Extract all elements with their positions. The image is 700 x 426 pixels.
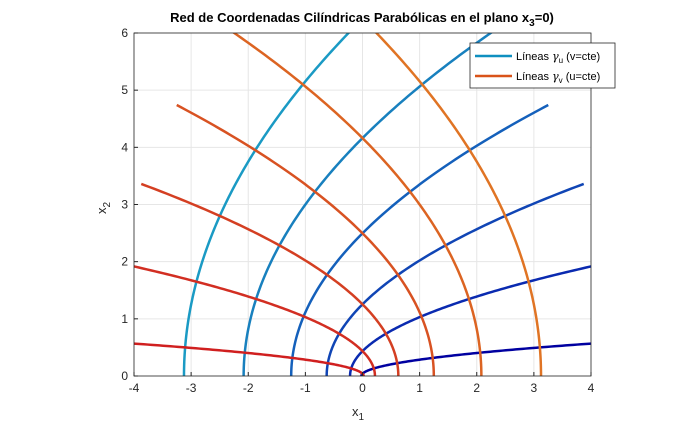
ticks: -4 -3 -2 -1 0 1 2 3 4 0 1 2 3 4 5 6 <box>121 26 594 395</box>
gamma-u-curve <box>360 342 591 376</box>
x-tick-label: 4 <box>588 381 595 395</box>
gamma-v-curve <box>374 33 543 376</box>
gamma-u-curve <box>242 33 493 376</box>
gamma-u-curve <box>348 265 591 376</box>
legend-label-u: Líneas γu (v=cte) <box>516 50 600 65</box>
x-tick-label: -1 <box>300 381 311 395</box>
x-tick-label: 2 <box>473 381 480 395</box>
x-tick-label: -2 <box>243 381 254 395</box>
y-tick-label: 3 <box>121 198 128 212</box>
gamma-v-curve <box>134 265 377 376</box>
y-axis-label: x2 <box>94 202 113 215</box>
gamma-v-curve <box>176 103 436 376</box>
x-tick-label: 3 <box>531 381 538 395</box>
x-tick-label: 1 <box>416 381 423 395</box>
legend-box <box>469 42 616 89</box>
y-tick-label: 4 <box>121 140 128 154</box>
gamma-v-curve <box>140 182 400 376</box>
y-tick-label: 0 <box>121 369 128 383</box>
y-tick-label: 1 <box>121 312 128 326</box>
x-tick-label: 0 <box>359 381 366 395</box>
gamma-v-curve <box>232 33 483 376</box>
x-axis-label: x1 <box>352 404 365 423</box>
legend[interactable]: Líneas γu (v=cte) Líneas γv (u=cte) <box>469 42 616 89</box>
y-tick-label: 6 <box>121 26 128 40</box>
y-tick-label: 2 <box>121 255 128 269</box>
legend-label-v: Líneas γv (u=cte) <box>516 70 600 85</box>
chart-title: Red de Coordenadas Cilíndricas Parabólic… <box>170 10 554 29</box>
x-tick-label: -3 <box>186 381 197 395</box>
gamma-v-curve <box>134 342 365 376</box>
x-tick-label: -4 <box>129 381 140 395</box>
curves <box>134 33 591 376</box>
y-tick-label: 5 <box>121 83 128 97</box>
gamma-u-curve <box>182 33 351 376</box>
